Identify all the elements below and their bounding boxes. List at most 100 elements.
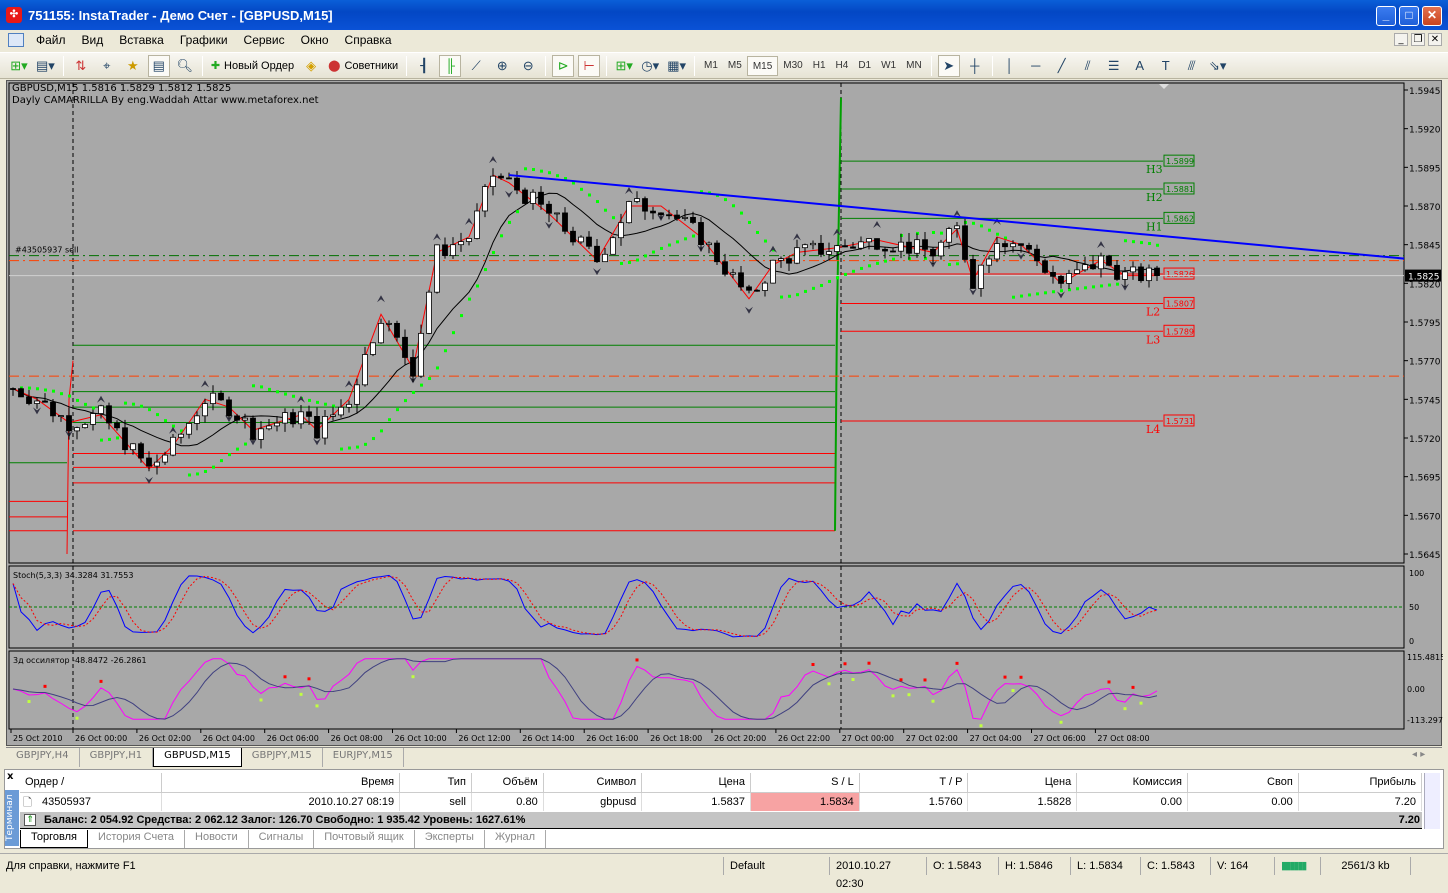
chart-tab[interactable]: GBPJPY,H1 [80,748,154,767]
terminal-icon[interactable]: ▤ [147,54,170,77]
chart-shift-icon[interactable]: ⊢ [578,54,601,77]
chart-window[interactable]: 1.5945 1.5920 1.5895 1.5870 1.5845 1.5820 1.57… [6,80,1443,747]
experts-button[interactable]: ⬤ Советники [326,55,400,77]
chart-tab[interactable]: GBPUSD,M15 [153,748,242,767]
minimize-button[interactable]: _ [1376,6,1396,26]
timeframe-h4[interactable]: H4 [835,59,849,71]
close-button[interactable]: ✕ [1422,6,1442,26]
timeframe-w1[interactable]: W1 [881,59,897,71]
candlestick-icon[interactable]: ╟ [439,54,462,77]
terminal-tab[interactable]: Эксперты [415,830,485,848]
timeframe-h1[interactable]: H1 [812,59,826,71]
new-chart-icon[interactable]: ⊞▾ [10,57,28,73]
table-cell: 🗋 43505937 [20,792,163,811]
column-header[interactable]: Символ [543,773,643,793]
fractal-arrow [201,380,209,388]
new-order-button[interactable]: ✚ Новый Ордер [209,55,296,77]
autoscroll-icon[interactable]: ⊳ [552,54,575,77]
zoom-in-icon[interactable]: ⊕ [496,57,508,73]
chart-tab[interactable]: EURJPY,M15 [323,748,404,767]
column-header[interactable]: Комиссия [1076,773,1188,793]
navigator-icon[interactable]: ★ [126,57,139,73]
column-header[interactable]: Цена [641,773,751,793]
chart-tab[interactable]: GBPJPY,H4 [6,748,80,767]
parabolic-sar-dot [460,314,463,318]
parabolic-sar-dot [740,211,743,215]
column-header[interactable]: Своп [1187,773,1299,793]
timeframe-m30[interactable]: M30 [783,59,803,71]
parabolic-sar-dot [196,472,199,476]
timeframe-d1[interactable]: D1 [858,59,872,71]
mdi-close-button[interactable]: ✕ [1428,33,1442,46]
arrows-icon[interactable]: ⇘▾ [1208,57,1227,73]
mdi-restore-button[interactable]: ❐ [1411,33,1425,46]
terminal-tab[interactable]: Новости [185,830,249,848]
strategy-tester-icon[interactable]: 🔍︎ [176,57,194,73]
column-header[interactable]: Ордер / [20,773,163,793]
price-chart[interactable]: 1.5945 1.5920 1.5895 1.5870 1.5845 1.5820 1.57… [7,81,1443,747]
menu-view[interactable]: Вид [81,33,104,47]
column-header[interactable]: T / P [859,773,969,793]
menu-help[interactable]: Справка [344,33,392,47]
zoom-out-icon[interactable]: ⊖ [522,57,534,73]
timeframe-mn[interactable]: MN [906,59,922,71]
equidistant-channel-icon[interactable]: ⫽ [1084,57,1091,73]
profiles-icon[interactable]: ▤▾ [36,57,55,73]
horizontal-line-icon[interactable]: ─ [1031,58,1041,73]
text-label-icon[interactable]: T [1161,58,1170,73]
indicators-icon[interactable]: ⊞▾ [615,57,633,73]
maximize-button[interactable]: □ [1399,6,1419,26]
stoch-signal-line [12,575,1158,637]
market-watch-icon[interactable]: ⇅ [75,57,87,73]
terminal-tab[interactable]: Сигналы [249,830,315,848]
terminal-tab[interactable]: Журнал [485,830,547,848]
mdi-minimize-button[interactable]: _ [1394,33,1408,46]
parabolic-sar-dot [1100,284,1103,288]
timeframe-m1[interactable]: M1 [704,59,718,71]
crosshair-icon[interactable]: ┼ [970,58,980,73]
chart-window-icon[interactable] [8,33,24,47]
fibonacci-icon[interactable]: ☰ [1107,57,1120,73]
data-window-icon[interactable]: ⌖ [103,57,111,73]
tab-scroll-arrows[interactable]: ◂ ▸ [1412,749,1426,760]
vertical-line-icon[interactable]: │ [1005,58,1014,73]
time-label: 27 Oct 04:00 [970,734,1022,743]
candle-body [1138,266,1144,282]
periods-icon[interactable]: ◷▾ [641,57,660,73]
column-header[interactable]: Прибыль [1298,773,1423,793]
text-icon[interactable]: A [1135,58,1144,73]
menu-insert[interactable]: Вставка [119,33,164,47]
line-chart-icon[interactable]: ⟋ [471,57,481,73]
menu-tools[interactable]: Сервис [243,33,285,47]
metaeditor-icon[interactable]: ◈ [306,57,317,73]
timeframe-m5[interactable]: M5 [727,59,742,71]
timeframe-m15[interactable]: M15 [746,55,779,76]
column-header[interactable]: S / L [750,773,860,793]
bar-chart-icon[interactable]: ┨ [420,57,429,73]
candle-body [866,238,872,243]
terminal-scrollbar[interactable] [1424,773,1440,829]
column-header[interactable]: Тип [399,773,472,793]
menu-window[interactable]: Окно [300,33,329,47]
fibo-fan-icon[interactable]: ⫻ [1187,57,1196,73]
column-header[interactable]: Время [161,773,401,793]
menu-file[interactable]: Файл [36,33,66,47]
cursor-icon[interactable]: ➤ [937,54,960,77]
table-row[interactable]: 🗋 43505937 2010.10.27 08:19 sell 0.80 gbpusd 1… [20,792,1423,811]
parabolic-sar-dot [1004,236,1007,240]
terminal-tab[interactable]: Почтовый ящик [314,830,415,848]
terminal-tab[interactable]: История Счета [88,830,186,848]
terminal-tab[interactable]: Торговля [20,830,88,848]
toolbar-separator [694,55,695,76]
terminal-close-button[interactable]: x [7,771,14,782]
chart-tab[interactable]: GBPJPY,M15 [242,748,323,767]
trendline-icon[interactable]: ╱ [1057,57,1066,73]
menu-charts[interactable]: Графики [179,33,228,47]
menu-bar: Файл Вид Вставка Графики Сервис Окно Спр… [0,30,1448,50]
templates-icon[interactable]: ▦▾ [667,57,686,73]
parabolic-sar-dot [44,388,47,392]
parabolic-sar-dot [404,399,407,403]
parabolic-sar-dot [1140,241,1143,245]
column-header[interactable]: Объём [471,773,544,793]
column-header[interactable]: Цена [967,773,1078,793]
